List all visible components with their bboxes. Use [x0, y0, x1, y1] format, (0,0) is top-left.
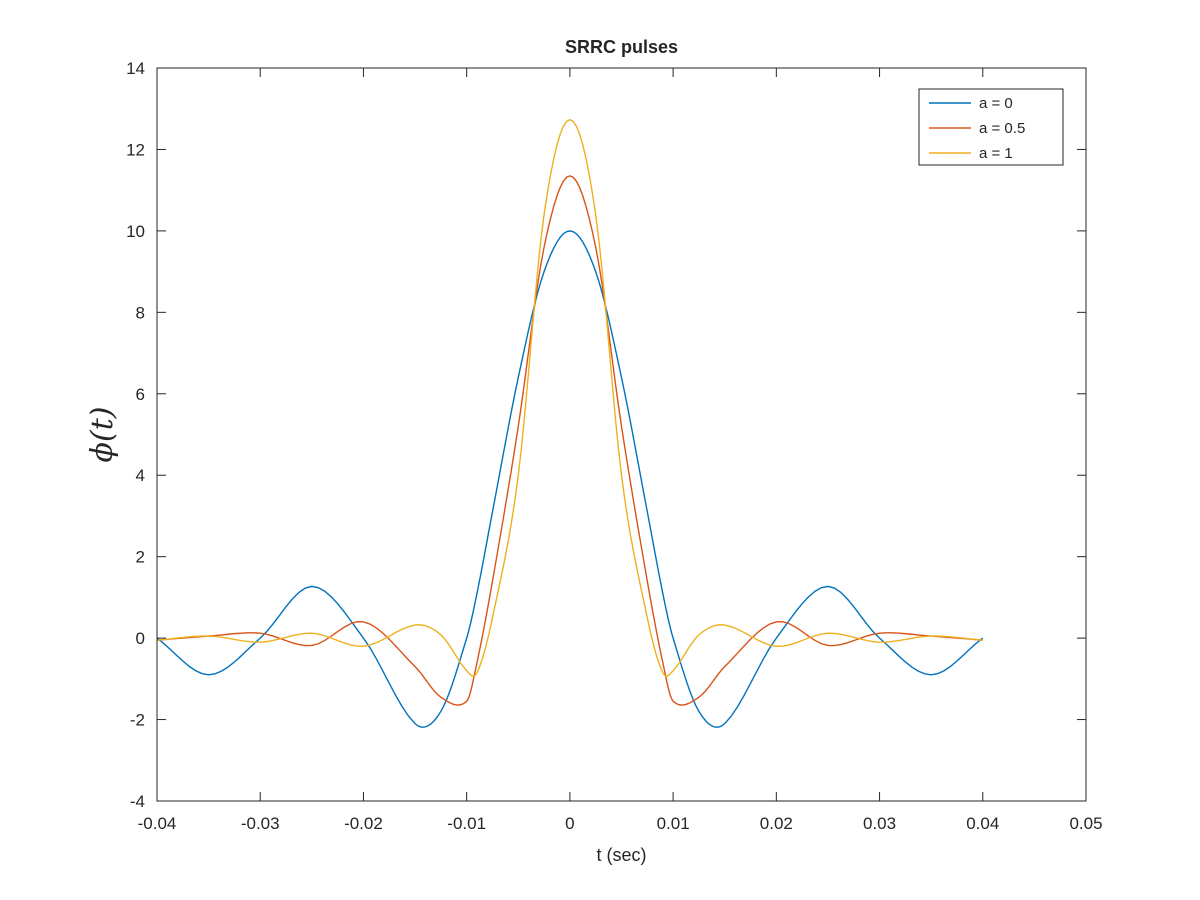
x-axis-label: t (sec) — [596, 845, 646, 865]
legend-label-2: a = 0.5 — [979, 120, 1025, 137]
chart-title: SRRC pulses — [565, 37, 678, 57]
x-tick-label: 0.05 — [1069, 814, 1102, 833]
x-tick-label: 0.02 — [760, 814, 793, 833]
x-tick-label: -0.02 — [344, 814, 383, 833]
legend-label-1: a = 0 — [979, 95, 1013, 112]
y-tick-label: 0 — [136, 629, 145, 648]
x-tick-label: 0 — [565, 814, 574, 833]
x-tick-label: 0.01 — [657, 814, 690, 833]
y-axis-label: ϕ(t) — [85, 407, 120, 463]
x-tick-label: 0.03 — [863, 814, 896, 833]
y-tick-label: -2 — [130, 711, 145, 730]
legend: a = 0 a = 0.5 a = 1 — [918, 88, 1064, 166]
y-tick-label: 4 — [136, 466, 145, 485]
y-tick-label: 14 — [126, 59, 145, 78]
y-tick-label: -4 — [130, 792, 145, 811]
y-tick-label: 10 — [126, 222, 145, 241]
x-tick-label: -0.01 — [447, 814, 486, 833]
y-tick-label: 12 — [126, 140, 145, 159]
axes-box — [156, 67, 1087, 802]
plot-area — [157, 68, 1086, 801]
x-tick-label: -0.04 — [138, 814, 177, 833]
series-line-1 — [156, 230, 984, 728]
legend-label-3: a = 1 — [979, 145, 1013, 162]
series-line-2 — [156, 175, 983, 706]
y-tick-label: 8 — [136, 303, 145, 322]
y-tick-label: 2 — [136, 548, 145, 567]
ticks-layer: -0.04 -0.03 -0.02 -0.01 0 0.01 0.02 0.03 0.04 0.0… — [126, 59, 1102, 833]
series-layer — [156, 118, 984, 728]
series-line-3 — [156, 118, 983, 677]
y-tick-label: 6 — [136, 385, 145, 404]
x-tick-label: -0.03 — [241, 814, 280, 833]
x-tick-label: 0.04 — [966, 814, 999, 833]
